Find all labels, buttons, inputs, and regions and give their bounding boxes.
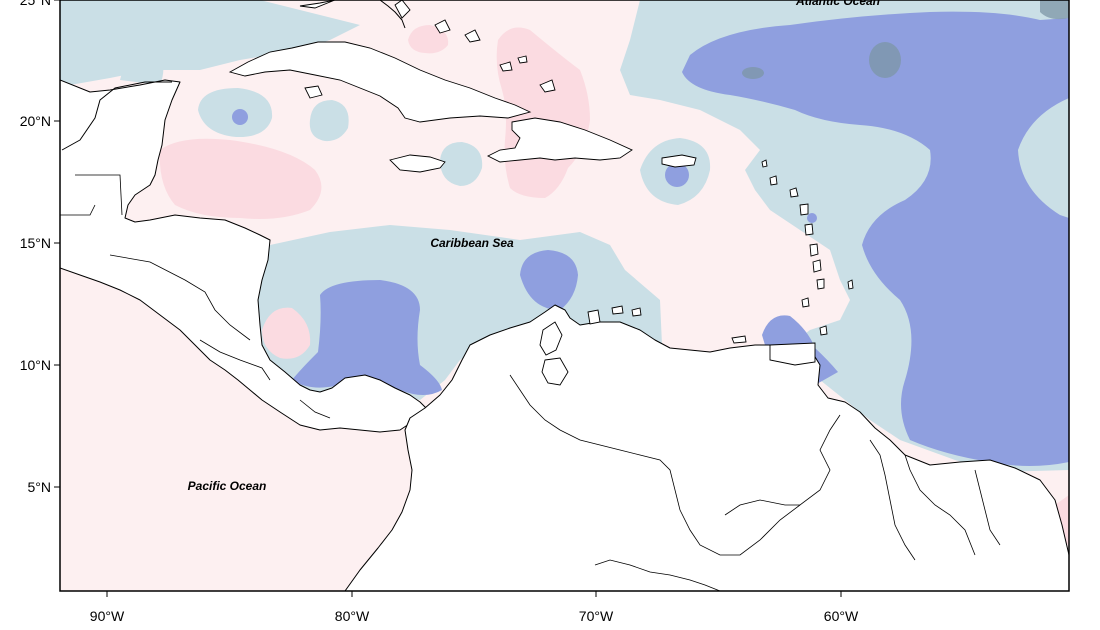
jamaica-outline [389, 154, 446, 173]
strong-negative-regions [232, 11, 1069, 467]
lat-tick-10: 10°N [20, 357, 51, 373]
weak-positive-regions [159, 25, 1069, 545]
lat-tick-25: 25°N [20, 0, 51, 8]
lat-tick-5: 5°N [28, 479, 52, 495]
lon-tick-90w: 90°W [90, 608, 125, 624]
hispaniola-outline [486, 117, 633, 163]
lat-tick-15: 15°N [20, 235, 51, 251]
isla-juventud-outline [304, 85, 323, 99]
label-pacific-ocean: Pacific Ocean [188, 479, 267, 493]
map-panel [60, 0, 1069, 591]
puerto-rico-outline [661, 154, 697, 168]
lon-tick-70w: 70°W [579, 608, 614, 624]
lat-axis: 25°N 20°N 15°N 10°N 5°N [20, 0, 60, 495]
landmass-yucatan-detail [61, 81, 172, 151]
lon-axis: 90°W 80°W 70°W 60°W [90, 591, 859, 624]
landmass-florida [379, 0, 406, 29]
lat-tick-20: 20°N [20, 113, 51, 129]
cuba-outline [228, 41, 532, 123]
landmass-caribbean-islands [228, 0, 697, 173]
lon-tick-80w: 80°W [335, 608, 370, 624]
lon-tick-60w: 60°W [824, 608, 859, 624]
landmass-central-america [60, 79, 429, 433]
mid-tone-regions [742, 0, 1069, 79]
plot-frame [59, 0, 1070, 592]
label-caribbean-sea: Caribbean Sea [430, 236, 514, 250]
lesser-antilles [587, 159, 854, 366]
country-borders [60, 174, 1001, 591]
landmass-south-america [344, 304, 1069, 591]
label-atlantic-ocean: Atlantic Ocean [795, 0, 880, 8]
place-labels: Atlantic Ocean Caribbean Sea Pacific Oce… [188, 0, 880, 493]
